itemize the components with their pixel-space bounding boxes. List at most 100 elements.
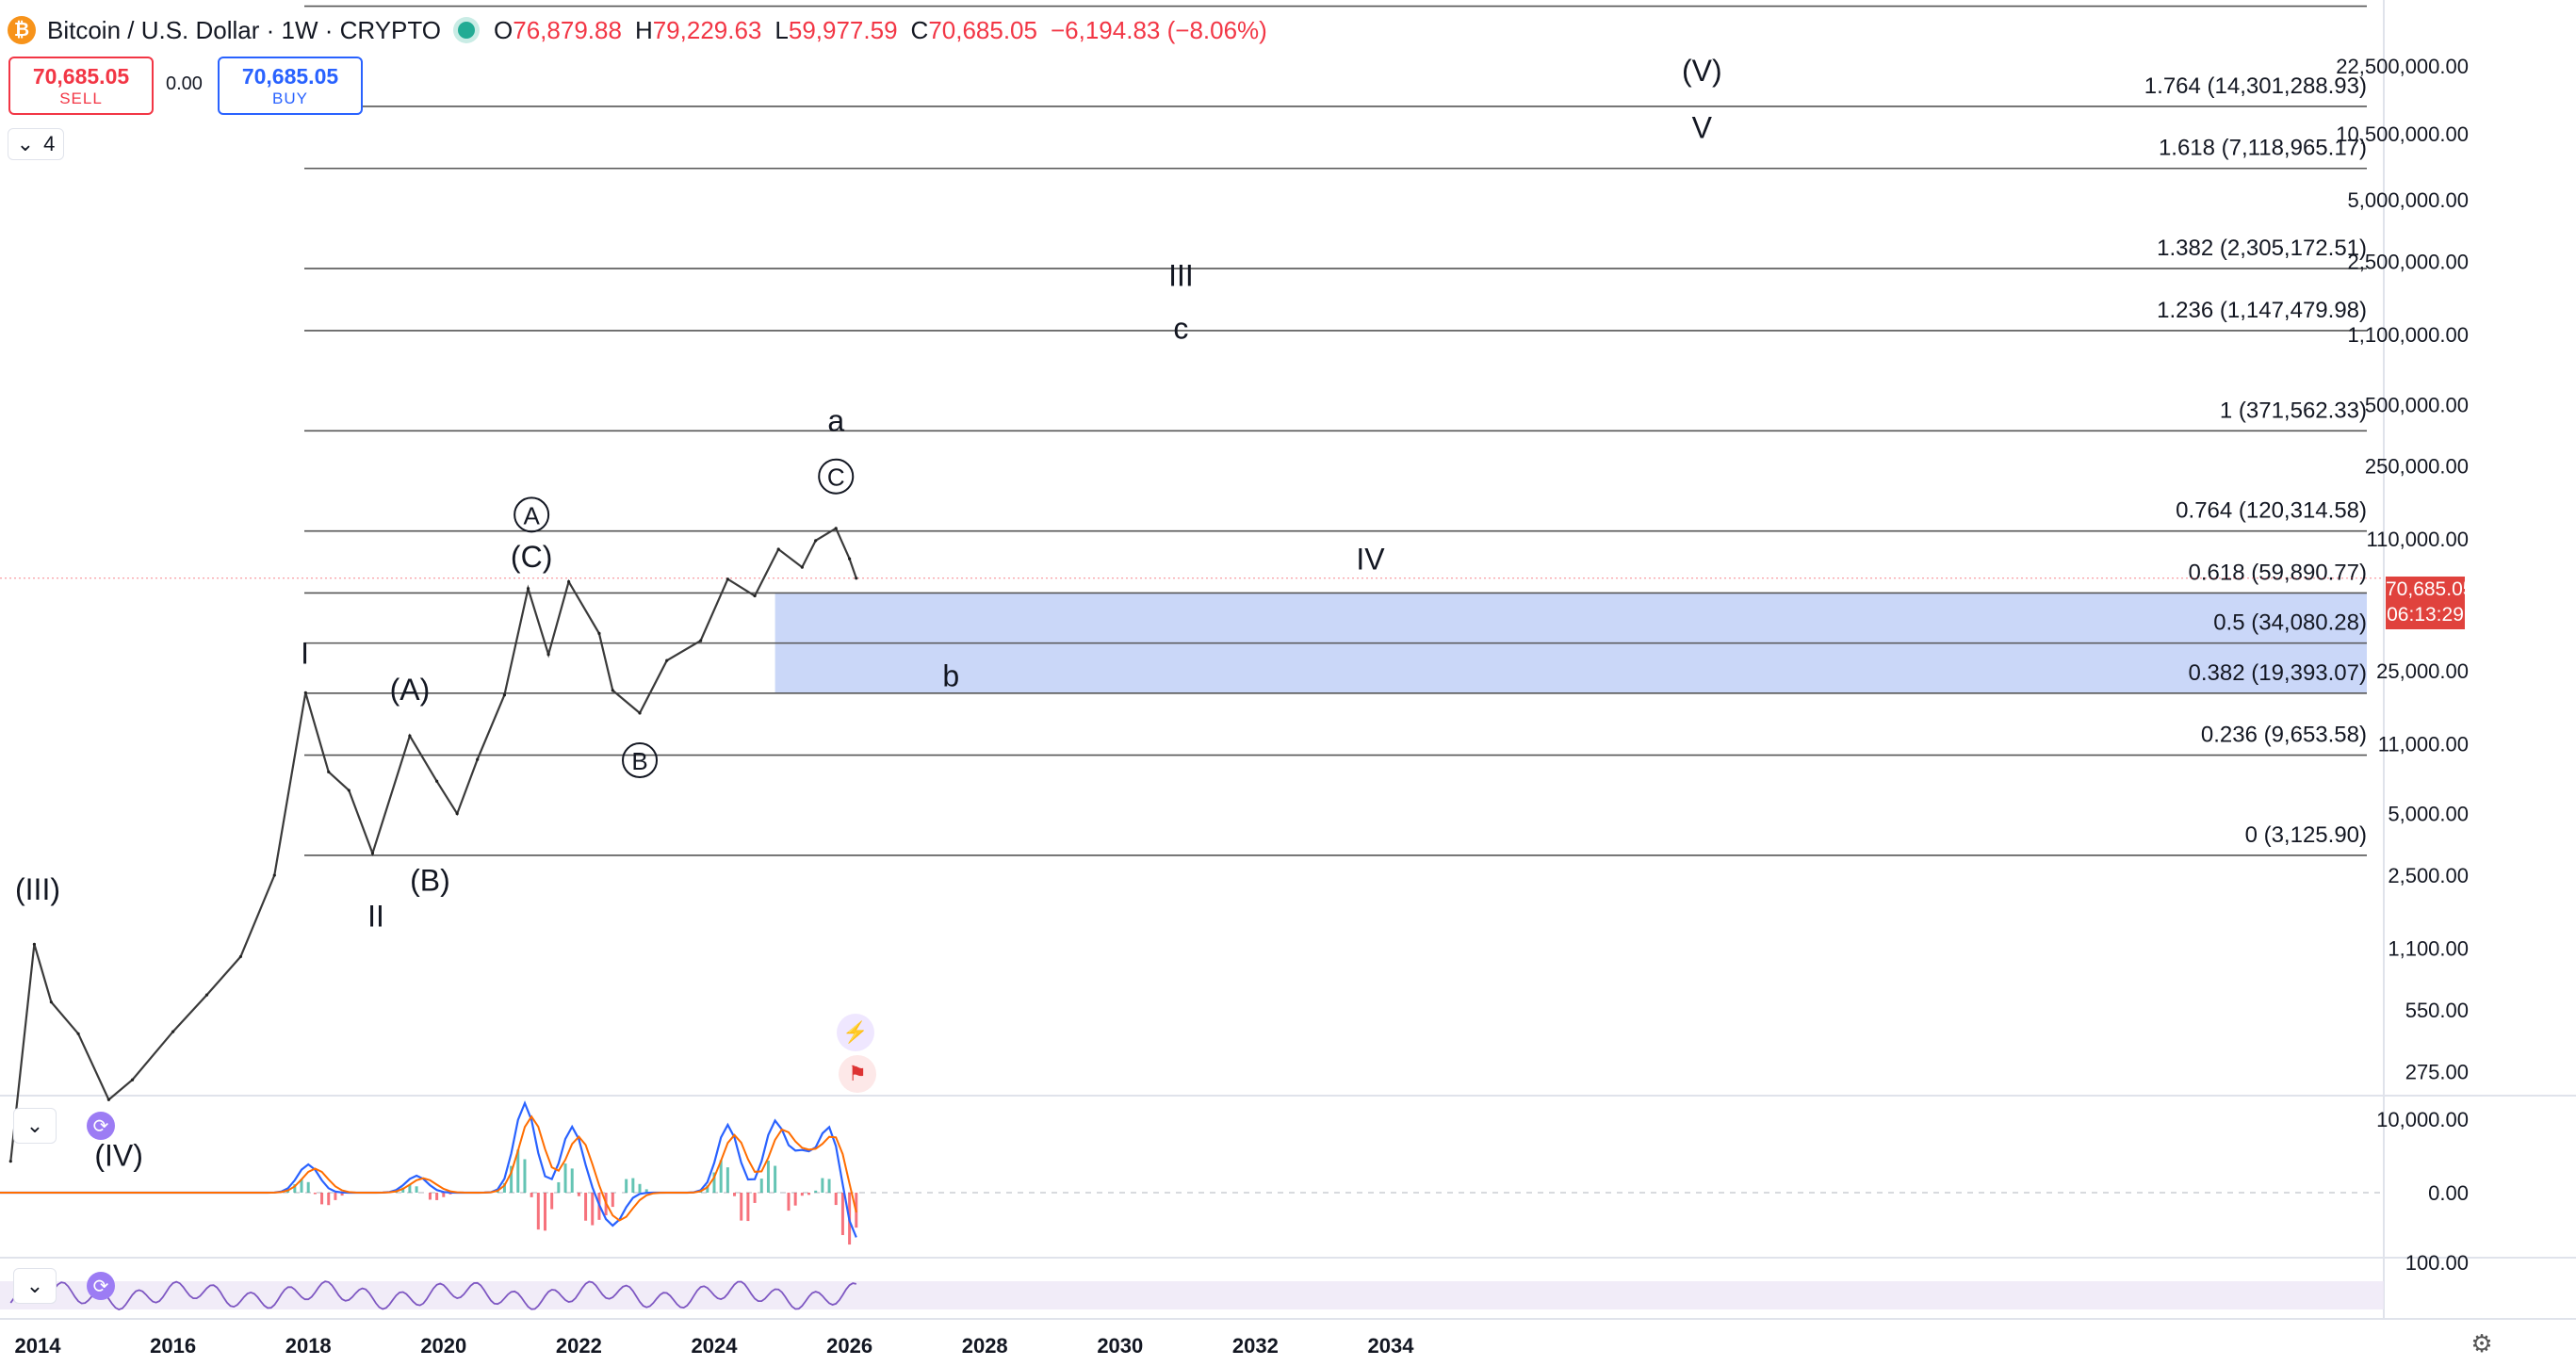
x-tick-label: 2020 bbox=[420, 1334, 466, 1358]
lightning-icon[interactable]: ⚡ bbox=[837, 1014, 874, 1051]
current-price: 70,685.05 bbox=[2386, 578, 2474, 600]
chevron-down-icon: ⌄ bbox=[16, 132, 35, 155]
low-value: 59,977.59 bbox=[788, 15, 898, 44]
wave-label: (B) bbox=[410, 863, 450, 897]
buy-label: BUY bbox=[272, 89, 308, 107]
y-tick-label: 22,500,000.00 bbox=[2336, 55, 2469, 78]
y-tick-label: 5,000.00 bbox=[2388, 803, 2469, 826]
y-tick-label: 2,500,000.00 bbox=[2348, 250, 2469, 273]
wave-label: (III) bbox=[15, 872, 60, 906]
bar-countdown: 06:13:29 bbox=[2387, 604, 2464, 626]
price-series-line bbox=[9, 527, 857, 1162]
refresh-icon[interactable]: ⟳ bbox=[87, 1112, 115, 1140]
x-tick-label: 2014 bbox=[15, 1334, 62, 1358]
y-tick-label: 2,500.00 bbox=[2388, 864, 2469, 887]
sell-price: 70,685.05 bbox=[32, 63, 130, 89]
symbol-title[interactable]: Bitcoin / U.S. Dollar · 1W · CRYPTO bbox=[47, 15, 442, 44]
ohlc-values: O76,879.88 H79,229.63 L59,977.59 C70,685… bbox=[494, 15, 1267, 44]
price-point bbox=[204, 993, 209, 997]
price-point bbox=[347, 789, 351, 792]
price-point bbox=[32, 942, 37, 946]
price-point bbox=[408, 734, 412, 738]
y-tick-label: 11,000.00 bbox=[2378, 732, 2469, 756]
x-tick-label: 2016 bbox=[150, 1334, 196, 1358]
price-point bbox=[597, 631, 601, 635]
price-point bbox=[502, 693, 507, 697]
x-tick-label: 2022 bbox=[556, 1334, 602, 1358]
price-point bbox=[665, 659, 669, 662]
indicator-count: 4 bbox=[43, 132, 56, 155]
y-tick-label: 275.00 bbox=[2405, 1060, 2469, 1083]
x-tick-label: 2034 bbox=[1368, 1334, 1415, 1358]
x-tick-label: 2026 bbox=[826, 1334, 872, 1358]
y-tick-label: 5,000,000.00 bbox=[2348, 188, 2469, 212]
fib-level-label: 1.236 (1,147,479.98) bbox=[2157, 298, 2367, 323]
wave-label: b bbox=[942, 659, 959, 692]
flag-icon[interactable]: ⚑ bbox=[839, 1055, 876, 1093]
rsi-line bbox=[9, 1280, 856, 1310]
fib-level-label: 0.618 (59,890.77) bbox=[2189, 560, 2367, 585]
x-tick-label: 2018 bbox=[285, 1334, 332, 1358]
wave-label: (A) bbox=[390, 673, 431, 707]
x-tick-label: 2030 bbox=[1097, 1334, 1143, 1358]
wave-label: III bbox=[1168, 258, 1194, 292]
rsi-pane-collapse-button[interactable]: ⌄ bbox=[13, 1268, 57, 1304]
wave-label: IV bbox=[1356, 543, 1385, 577]
fib-level-label: 0 (3,125.90) bbox=[2245, 822, 2367, 848]
wave-label: (V) bbox=[1682, 54, 1722, 88]
price-point bbox=[272, 873, 276, 877]
price-point bbox=[611, 689, 614, 692]
price-point bbox=[776, 547, 780, 551]
wave-label: (C) bbox=[511, 540, 552, 574]
fib-level-label: 1.764 (14,301,288.93) bbox=[2144, 73, 2367, 99]
indicators-collapse-button[interactable]: ⌄ 4 bbox=[8, 128, 64, 160]
current-price-label: 70,685.05 06:13:29 bbox=[2386, 577, 2474, 629]
price-point bbox=[848, 557, 852, 561]
price-point bbox=[855, 577, 858, 580]
buy-price: 70,685.05 bbox=[241, 63, 339, 89]
wave-label: V bbox=[1692, 111, 1713, 145]
price-point bbox=[303, 691, 307, 694]
refresh-icon[interactable]: ⟳ bbox=[87, 1272, 115, 1300]
price-point bbox=[130, 1078, 135, 1081]
y-tick-label: 25,000.00 bbox=[2376, 659, 2469, 683]
y-tick-label: 1,100.00 bbox=[2388, 936, 2469, 960]
price-point bbox=[526, 587, 530, 591]
settings-icon[interactable]: ⚙ bbox=[2470, 1329, 2493, 1358]
chart-header: ₿ Bitcoin / U.S. Dollar · 1W · CRYPTO O7… bbox=[8, 11, 1267, 49]
chevron-down-icon: ⌄ bbox=[25, 1274, 44, 1297]
fib-level-label: 0.382 (19,393.07) bbox=[2189, 660, 2367, 686]
macd-tick-label: 10,000.00 bbox=[2376, 1108, 2469, 1131]
high-value: 79,229.63 bbox=[652, 15, 762, 44]
price-point bbox=[455, 812, 459, 816]
wave-label: A bbox=[523, 501, 540, 529]
price-point bbox=[800, 565, 804, 569]
x-tick-label: 2024 bbox=[692, 1334, 739, 1358]
close-value: 70,685.05 bbox=[928, 15, 1037, 44]
wave-label-circle bbox=[514, 496, 550, 533]
price-point bbox=[699, 639, 703, 642]
price-point bbox=[171, 1030, 175, 1033]
price-point bbox=[814, 539, 818, 543]
sell-label: SELL bbox=[59, 89, 103, 107]
buy-button[interactable]: 70,685.05 BUY bbox=[218, 57, 363, 115]
price-point bbox=[753, 594, 757, 598]
wave-label: a bbox=[827, 404, 844, 438]
price-point bbox=[238, 954, 242, 959]
spread-value: 0.00 bbox=[166, 73, 203, 94]
macd-pane-collapse-button[interactable]: ⌄ bbox=[13, 1108, 57, 1144]
fib-level-label: 0.236 (9,653.58) bbox=[2201, 723, 2367, 748]
wave-label: I bbox=[301, 637, 309, 671]
fib-level-label: 0.764 (120,314.58) bbox=[2176, 498, 2367, 524]
price-point bbox=[106, 1098, 110, 1101]
price-point bbox=[8, 1160, 12, 1163]
wave-label: c bbox=[1173, 311, 1188, 345]
price-point bbox=[76, 1032, 80, 1035]
sell-button[interactable]: 70,685.05 SELL bbox=[8, 57, 154, 115]
price-point bbox=[567, 579, 571, 584]
y-tick-label: 500,000.00 bbox=[2365, 393, 2469, 416]
price-point bbox=[49, 1000, 53, 1004]
market-status-icon[interactable] bbox=[458, 22, 476, 39]
macd-tick-label: 0.00 bbox=[2428, 1181, 2469, 1205]
